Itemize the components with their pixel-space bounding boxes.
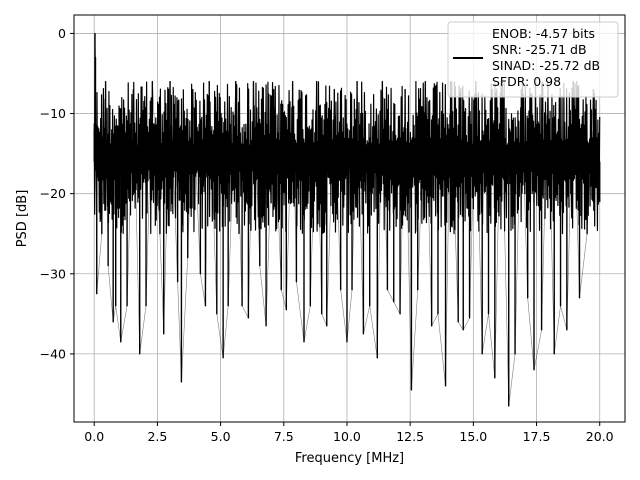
y-tick-label: −30 — [40, 266, 66, 281]
psd-series-line — [93, 33, 601, 407]
x-tick-label: 15.0 — [459, 429, 487, 444]
x-axis-label: Frequency [MHz] — [295, 451, 404, 466]
legend-line-enob: ENOB: -4.57 bits — [492, 26, 595, 41]
legend-box — [447, 21, 619, 98]
x-tick-label: 2.5 — [147, 429, 167, 444]
x-tick-label: 12.5 — [396, 429, 424, 444]
x-tick-label: 20.0 — [586, 429, 614, 444]
y-tick-label: 0 — [58, 26, 66, 41]
x-tick-label: 5.0 — [211, 429, 231, 444]
plot-frame — [73, 14, 626, 423]
x-tick-label: 17.5 — [523, 429, 551, 444]
legend-line-snr: SNR: -25.71 dB — [492, 42, 587, 57]
legend: ENOB: -4.57 bits SNR: -25.71 dB SINAD: -… — [447, 21, 619, 98]
x-tick-label: 7.5 — [274, 429, 294, 444]
y-tick-label: −10 — [40, 106, 66, 121]
legend-line-sfdr: SFDR: 0.98 — [492, 74, 561, 89]
x-axis-ticks: 0.0 2.5 5.0 7.5 10.0 12.5 15.0 17.5 20.0 — [84, 422, 614, 444]
y-axis-label: PSD [dB] — [15, 190, 30, 248]
x-tick-label: 0.0 — [84, 429, 104, 444]
y-axis-ticks: 0 −10 −20 −30 −40 — [40, 26, 74, 361]
legend-line-sinad: SINAD: -25.72 dB — [492, 58, 600, 73]
x-tick-label: 10.0 — [333, 429, 361, 444]
y-tick-label: −40 — [40, 346, 66, 361]
y-tick-label: −20 — [40, 186, 66, 201]
